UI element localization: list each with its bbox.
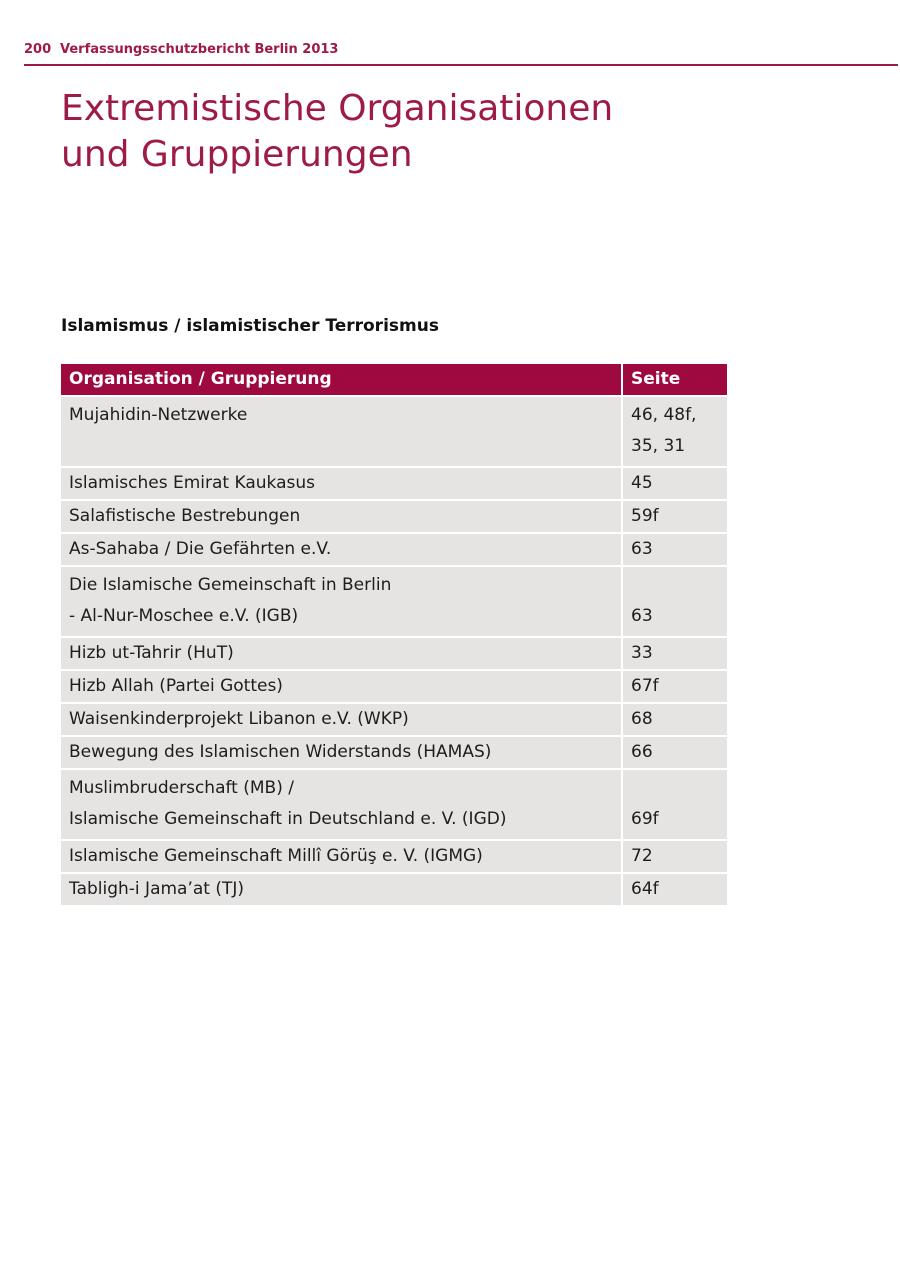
- organisation-name: Bewegung des Islamischen Widerstands (HA…: [69, 742, 492, 762]
- page-reference: 68: [631, 709, 653, 729]
- table-row: Islamische Gemeinschaft Millî Görüş e. V…: [61, 839, 727, 873]
- table-row: Islamisches Emirat Kaukasus 45: [61, 466, 727, 500]
- page-title-line-1: Extremistische Organisationen: [61, 88, 614, 129]
- organisation-cell: Islamisches Emirat Kaukasus: [61, 466, 623, 500]
- table-row: As-Sahaba / Die Gefährten e.V. 63: [61, 532, 727, 566]
- table-body: Mujahidin-Netzwerke 46, 48f, 35, 31 Islamis…: [61, 395, 727, 905]
- organisation-cell: Die Islamische Gemeinschaft in Berlin - A…: [61, 565, 623, 637]
- organisation-cell: Islamische Gemeinschaft Millî Görüş e. V…: [61, 839, 623, 873]
- page-number: 200: [24, 42, 52, 57]
- organisation-cell: Hizb Allah (Partei Gottes): [61, 669, 623, 703]
- organisation-name: - Al-Nur-Moschee e.V. (IGB): [69, 606, 299, 626]
- organisation-name: Die Islamische Gemeinschaft in Berlin: [69, 575, 392, 595]
- page-reference: 35, 31: [631, 436, 686, 456]
- page-reference-cell: 33: [622, 636, 727, 670]
- page-reference-cell: 64f: [622, 872, 727, 905]
- table-row: Tabligh-i Jama’at (TJ) 64f: [61, 872, 727, 905]
- table-row: Bewegung des Islamischen Widerstands (HA…: [61, 735, 727, 769]
- organisation-name: Islamisches Emirat Kaukasus: [69, 473, 315, 493]
- organisation-cell: Waisenkinderprojekt Libanon e.V. (WKP): [61, 702, 623, 736]
- page-reference: 63: [631, 606, 653, 626]
- organisation-name: Hizb ut-Tahrir (HuT): [69, 643, 234, 663]
- page-reference-cell: 68: [622, 702, 727, 736]
- page-reference-cell: 69f: [622, 768, 727, 840]
- organisation-cell: Salafistische Bestrebungen: [61, 499, 623, 533]
- table-row: Muslimbruderschaft (MB) / Islamische Geme…: [61, 768, 727, 840]
- running-title: Verfassungsschutzbericht Berlin 2013: [60, 42, 339, 57]
- page-reference: 59f: [631, 506, 659, 526]
- page-title-line-2: und Gruppierungen: [61, 134, 413, 175]
- page-reference: 66: [631, 742, 653, 762]
- column-header-organisation: Organisation / Gruppierung: [61, 364, 623, 396]
- organisation-cell: Tabligh-i Jama’at (TJ): [61, 872, 623, 905]
- organisation-name: Mujahidin-Netzwerke: [69, 405, 248, 425]
- page-reference: 63: [631, 539, 653, 559]
- organisation-name: Islamische Gemeinschaft Millî Görüş e. V…: [69, 846, 483, 866]
- page-reference: 69f: [631, 809, 659, 829]
- table-row: Salafistische Bestrebungen 59f: [61, 499, 727, 533]
- organisation-cell: Mujahidin-Netzwerke: [61, 395, 623, 467]
- page-reference-cell: 46, 48f, 35, 31: [622, 395, 727, 467]
- organisation-name: Tabligh-i Jama’at (TJ): [69, 879, 245, 899]
- table-header-row: Organisation / Gruppierung Seite: [61, 364, 727, 396]
- organisation-cell: Bewegung des Islamischen Widerstands (HA…: [61, 735, 623, 769]
- table-row: Hizb ut-Tahrir (HuT) 33: [61, 636, 727, 670]
- page-reference: 72: [631, 846, 653, 866]
- page-reference-cell: 63: [622, 532, 727, 566]
- page-reference: 46, 48f,: [631, 405, 697, 425]
- page-reference-cell: 45: [622, 466, 727, 500]
- column-header-page: Seite: [622, 364, 727, 396]
- page-reference: 45: [631, 473, 653, 493]
- organisation-name: As-Sahaba / Die Gefährten e.V.: [69, 539, 332, 559]
- table-row: Hizb Allah (Partei Gottes) 67f: [61, 669, 727, 703]
- organisation-cell: As-Sahaba / Die Gefährten e.V.: [61, 532, 623, 566]
- organisations-table: Organisation / Gruppierung Seite Mujahid…: [61, 364, 727, 905]
- organisation-name: Hizb Allah (Partei Gottes): [69, 676, 283, 696]
- page-reference: 67f: [631, 676, 659, 696]
- organisation-name: Muslimbruderschaft (MB) /: [69, 778, 294, 798]
- page-reference-cell: 63: [622, 565, 727, 637]
- page-reference-cell: 67f: [622, 669, 727, 703]
- section-heading: Islamismus / islamistischer Terrorismus: [61, 316, 439, 336]
- organisation-name: Islamische Gemeinschaft in Deutschland e…: [69, 809, 507, 829]
- table-row: Die Islamische Gemeinschaft in Berlin - A…: [61, 565, 727, 637]
- table-row: Mujahidin-Netzwerke 46, 48f, 35, 31: [61, 395, 727, 467]
- organisation-name: Salafistische Bestrebungen: [69, 506, 301, 526]
- page-reference-cell: 66: [622, 735, 727, 769]
- page-title: Extremistische Organisationen und Gruppi…: [61, 86, 821, 178]
- page-reference: 64f: [631, 879, 659, 899]
- organisation-cell: Muslimbruderschaft (MB) / Islamische Geme…: [61, 768, 623, 840]
- page-reference: 33: [631, 643, 653, 663]
- organisation-cell: Hizb ut-Tahrir (HuT): [61, 636, 623, 670]
- organisation-name: Waisenkinderprojekt Libanon e.V. (WKP): [69, 709, 409, 729]
- page-reference-cell: 72: [622, 839, 727, 873]
- running-header: 200 Verfassungsschutzbericht Berlin 2013: [24, 40, 898, 66]
- page-reference-cell: 59f: [622, 499, 727, 533]
- table-row: Waisenkinderprojekt Libanon e.V. (WKP) 68: [61, 702, 727, 736]
